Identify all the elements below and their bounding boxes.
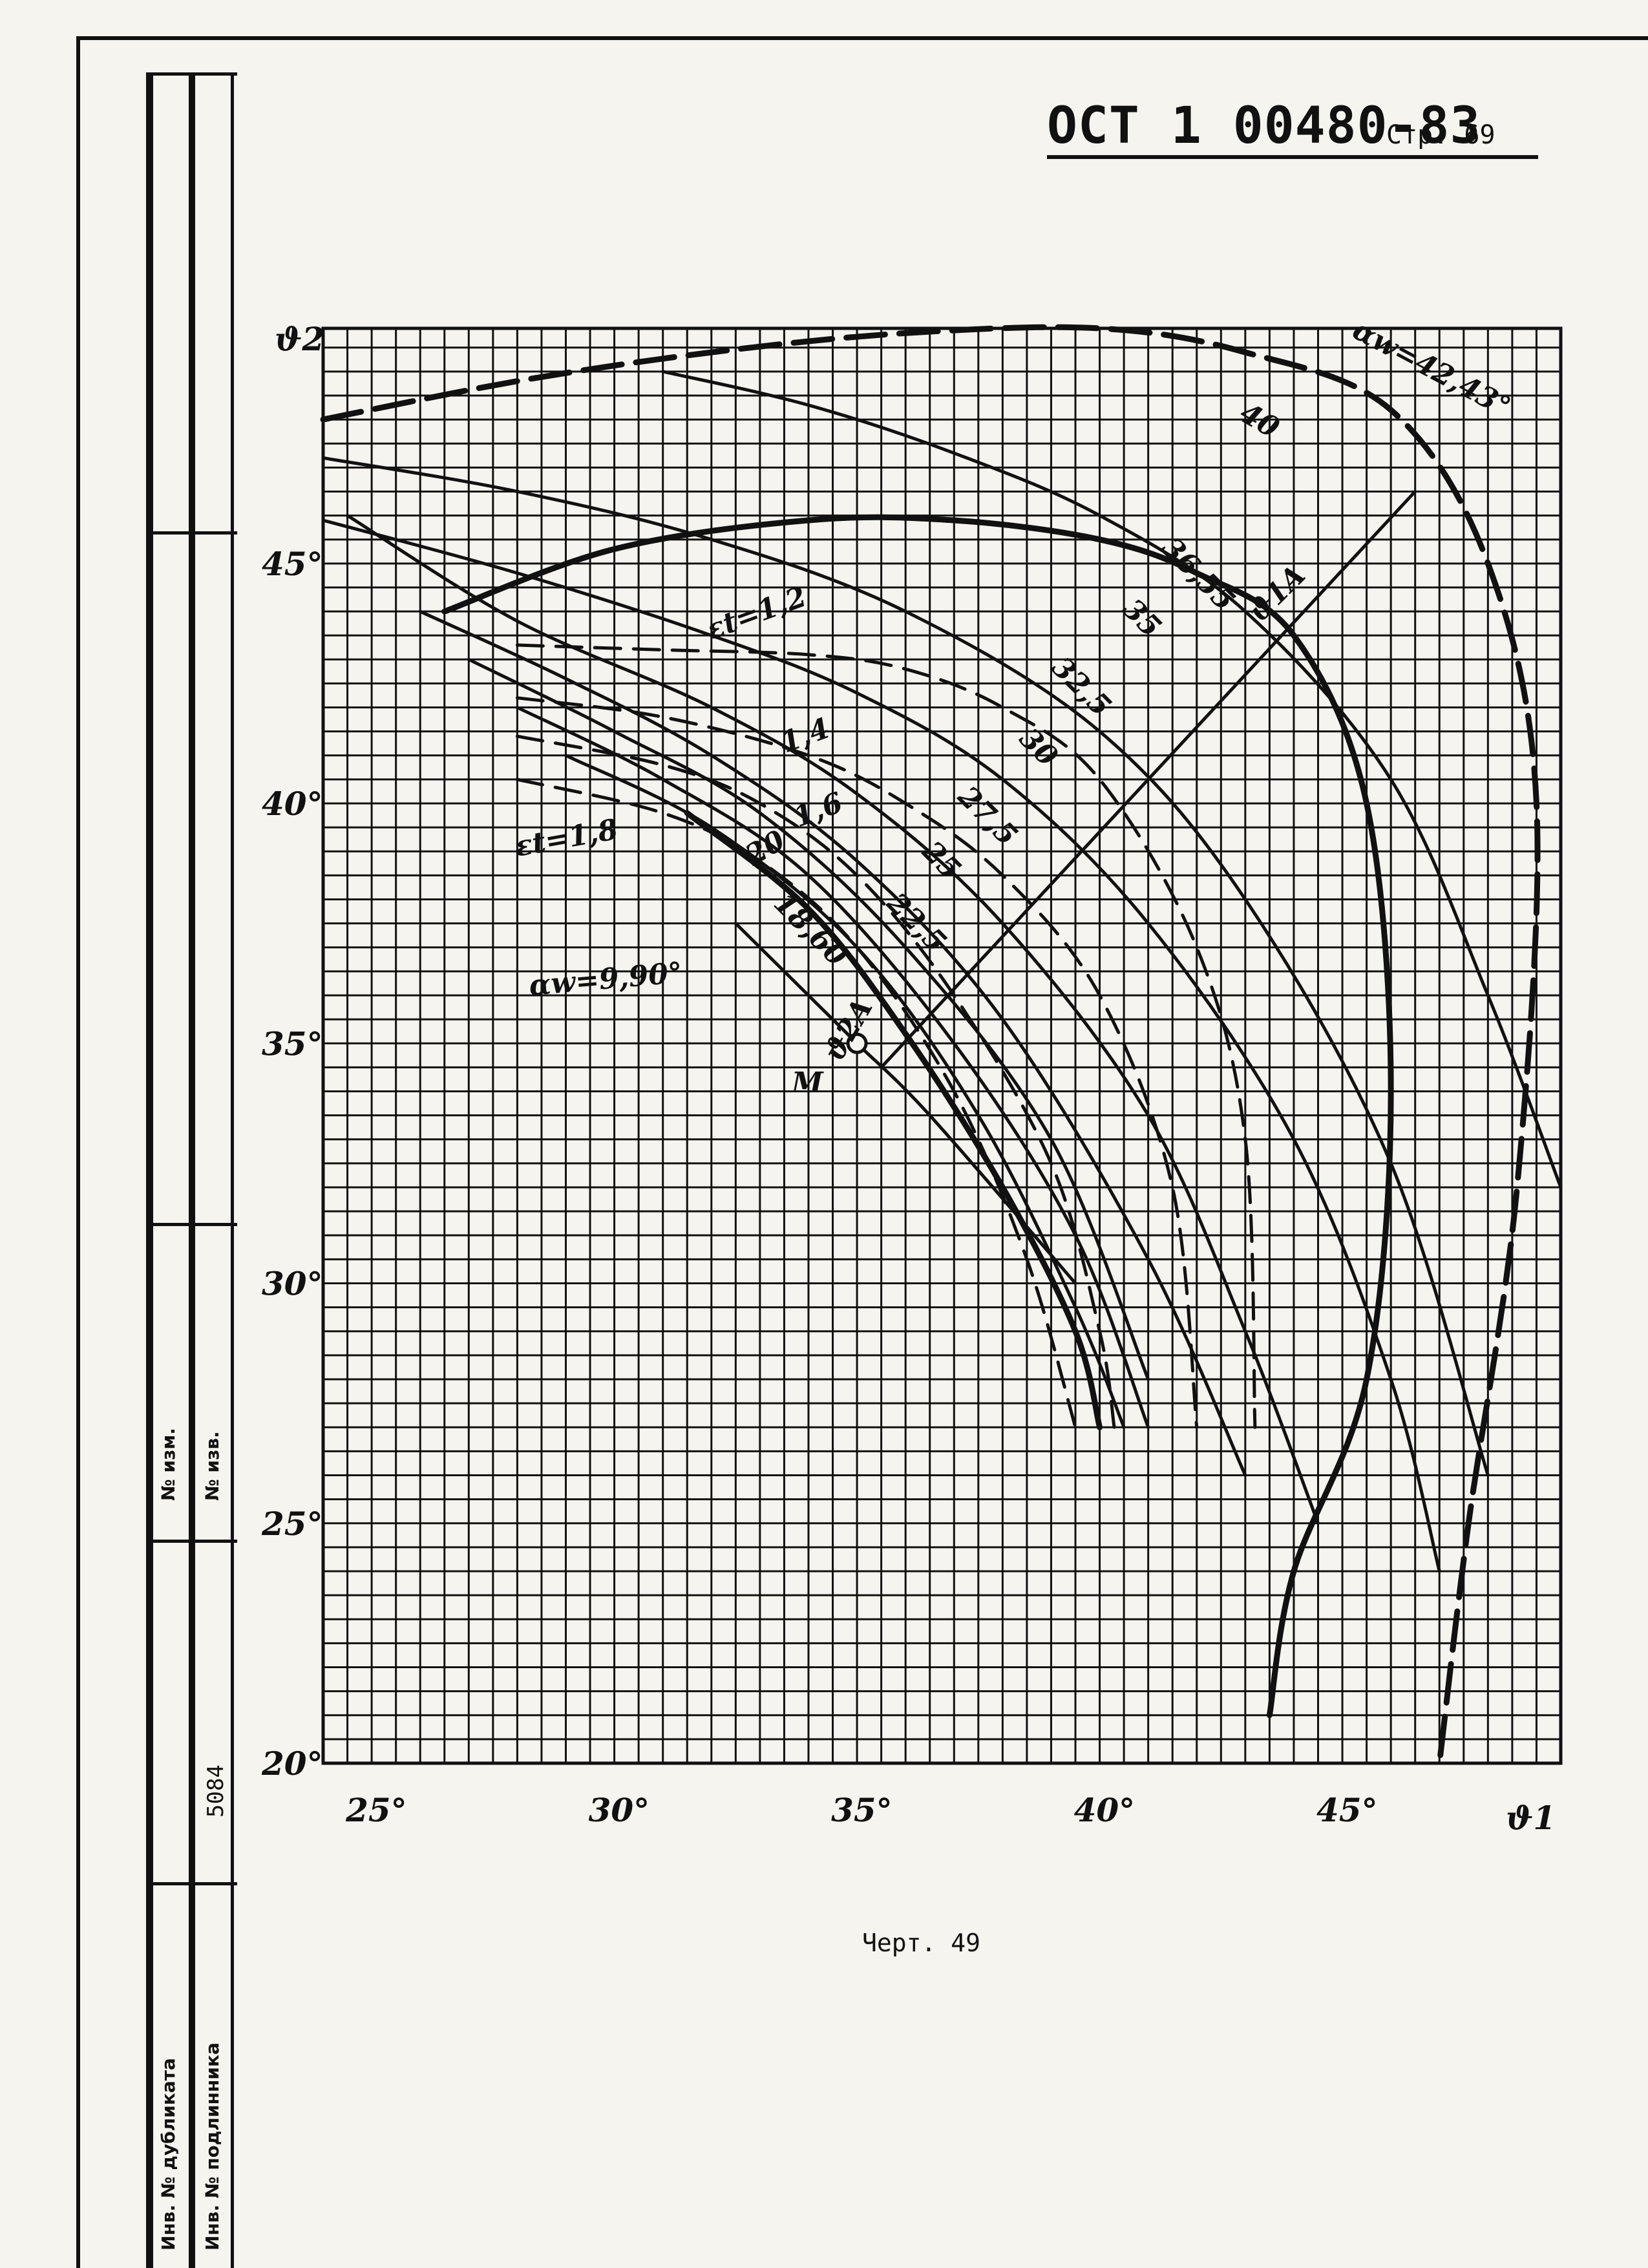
series-line: [418, 609, 1247, 1478]
series-line: [515, 696, 1199, 1429]
series-line: [734, 922, 1077, 1286]
series-line: [684, 810, 1103, 1430]
sidebar-row-line: [150, 1223, 237, 1226]
y-tick-label: 35°: [262, 1024, 323, 1063]
x-tick-label: 30°: [589, 1791, 650, 1829]
x-tick-label: 40°: [1074, 1791, 1136, 1829]
series-line: [515, 706, 1150, 1429]
chart-ticks: 25° 30° 35° 40° 45° 20° 25° 30° 35° 40° 45°: [261, 545, 1378, 1829]
point-m-marker: [846, 1032, 868, 1054]
sidebar-row-line: [150, 72, 237, 76]
series-line: [346, 514, 1320, 1525]
series-line: [515, 778, 1077, 1429]
series-line: [321, 518, 1441, 1573]
chart-series: [320, 324, 1563, 1766]
y-tick-label: 40°: [262, 785, 323, 823]
x-axis-label: ϑ1: [1506, 1799, 1556, 1837]
y-tick-label: 20°: [261, 1744, 323, 1783]
doc-code: ОСТ 1 00480-83: [1047, 97, 1481, 155]
page-frame-left: [76, 37, 80, 2268]
sidebar-stamp: № изм. № изв. 5084 Инв. № дубликата Инв.…: [146, 72, 237, 2268]
series-line: [515, 734, 1116, 1429]
sidebar-column-1: [150, 72, 195, 2268]
sidebar-column-2: [189, 72, 234, 2268]
series-line: [320, 324, 1541, 1766]
label-40: 40: [1234, 396, 1285, 445]
label-eps-1-2: εt=1,2: [702, 580, 810, 647]
chart-grid: [321, 326, 1563, 1765]
series-line: [467, 657, 1150, 1381]
figure-caption: Черт. 49: [862, 1929, 981, 1957]
series-line: [441, 514, 1394, 1719]
sidebar-row-line: [150, 1540, 237, 1543]
page-frame-top: [76, 36, 1648, 40]
y-axis-label: ϑ2: [275, 320, 324, 358]
sidebar-row-line: [150, 1882, 237, 1885]
page-number: Стр. 69: [1386, 120, 1495, 150]
label-point-m: M: [790, 1066, 824, 1099]
series-line: [880, 489, 1417, 1069]
series-line: [661, 370, 1563, 1189]
header-underline: [1047, 155, 1538, 159]
chart-labels: ϑ2 ϑ1 αw=42,43° 40 36,55 35 32,5 30 27,5…: [275, 313, 1556, 1837]
x-tick-label: 35°: [831, 1791, 893, 1829]
label-36-55: 36,55: [1155, 531, 1241, 617]
series-line: [515, 643, 1257, 1429]
y-tick-label: 45°: [262, 545, 323, 583]
y-tick-label: 30°: [262, 1265, 323, 1303]
series-line: [321, 456, 1490, 1478]
x-tick-label: 45°: [1316, 1791, 1378, 1829]
x-tick-label: 25°: [345, 1791, 407, 1829]
y-tick-label: 25°: [261, 1505, 323, 1543]
label-32-5: 32,5: [1045, 651, 1117, 723]
sidebar-row-line: [150, 531, 237, 535]
label-30: 30: [1013, 722, 1064, 774]
